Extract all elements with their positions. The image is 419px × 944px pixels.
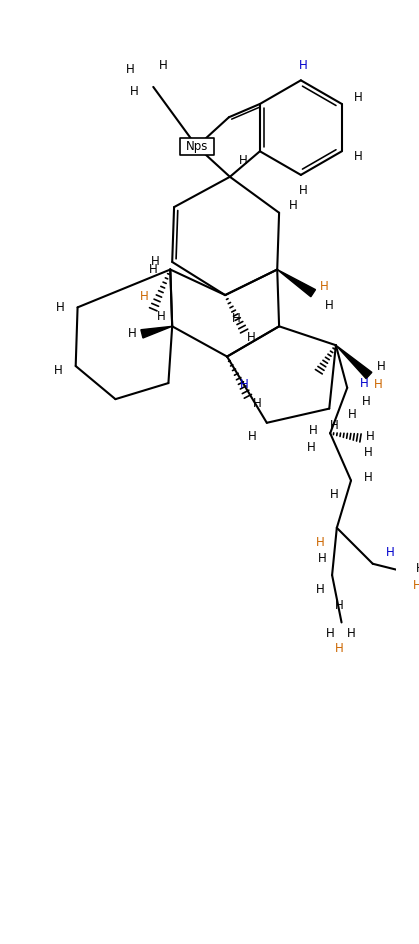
Text: H: H [232, 312, 241, 326]
Text: H: H [377, 360, 385, 373]
Text: H: H [325, 299, 334, 312]
Text: H: H [149, 263, 158, 276]
Polygon shape [277, 270, 316, 296]
Text: H: H [354, 91, 362, 104]
Text: H: H [335, 643, 344, 655]
Text: H: H [318, 551, 327, 565]
Text: H: H [347, 627, 355, 640]
Polygon shape [336, 346, 372, 379]
Text: H: H [416, 562, 419, 575]
Text: H: H [289, 198, 297, 211]
Text: H: H [159, 59, 168, 72]
Text: H: H [348, 408, 356, 421]
Text: H: H [364, 446, 372, 459]
Text: H: H [320, 280, 329, 293]
Text: Nps: Nps [186, 140, 208, 153]
Text: H: H [335, 598, 344, 612]
Text: H: H [309, 424, 318, 437]
Text: H: H [374, 379, 383, 392]
Text: H: H [385, 546, 394, 559]
Text: H: H [298, 183, 307, 196]
Text: H: H [330, 488, 339, 501]
Text: H: H [126, 63, 135, 76]
Text: H: H [316, 582, 325, 596]
Text: H: H [151, 256, 160, 268]
Text: H: H [140, 290, 148, 302]
Text: H: H [360, 377, 369, 390]
Text: H: H [298, 59, 307, 72]
Text: H: H [365, 430, 374, 443]
Text: H: H [56, 301, 65, 313]
Text: H: H [330, 419, 339, 432]
Polygon shape [141, 327, 172, 338]
Text: H: H [326, 627, 334, 640]
Text: H: H [362, 395, 370, 408]
Text: H: H [253, 397, 262, 411]
Text: H: H [240, 379, 248, 392]
Text: H: H [364, 471, 372, 484]
Text: H: H [307, 441, 316, 454]
Text: H: H [130, 85, 139, 98]
Bar [180, 138, 214, 155]
Text: H: H [247, 331, 256, 345]
Text: H: H [238, 154, 247, 167]
Text: H: H [248, 430, 257, 444]
Text: H: H [316, 535, 324, 548]
Text: H: H [54, 364, 63, 378]
Text: H: H [128, 328, 137, 341]
Text: H: H [413, 579, 419, 592]
Text: H: H [156, 311, 165, 324]
Text: H: H [354, 150, 362, 163]
